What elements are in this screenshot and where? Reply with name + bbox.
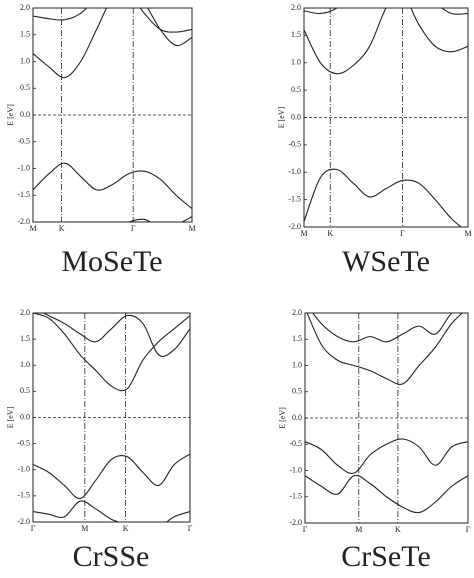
y-tick-label: 2.0 — [291, 3, 301, 12]
y-tick-label: -0.5 — [289, 439, 302, 448]
panel: -2.0 -1.5 -1.0 -0.5 0.0 0.5 1.0 1.5 2.0 M K Γ M E [eV… — [6, 3, 196, 278]
y-tick-label: 0.0 — [20, 412, 30, 421]
plot-frame — [303, 7, 469, 228]
band — [305, 438, 468, 474]
y-tick-label: -1.0 — [289, 465, 302, 474]
y-tick-label: -2.0 — [288, 222, 301, 231]
y-tick-label: 1.0 — [20, 360, 30, 369]
y-tick-label: -0.5 — [288, 140, 301, 149]
x-tick-label: Γ — [400, 229, 405, 238]
band — [305, 474, 468, 514]
band — [304, 168, 462, 227]
panel-title: WSeTe — [342, 245, 430, 278]
x-tick-label: K — [327, 229, 333, 238]
panel-title: CrSeTe — [341, 540, 431, 573]
y-tick-label: 2.0 — [20, 308, 30, 317]
y-tick-label: -1.5 — [288, 194, 301, 203]
x-tick-label: M — [29, 224, 36, 233]
x-tick-label: Γ — [303, 525, 308, 534]
y-tick-label: 0.0 — [291, 112, 301, 121]
y-tick-label: -1.5 — [17, 491, 30, 500]
band — [33, 8, 192, 33]
band — [312, 313, 453, 343]
x-tick-label: Γ — [188, 524, 193, 533]
y-tick-label: -1.5 — [289, 492, 302, 501]
y-tick-label: -0.5 — [17, 137, 30, 146]
panel: -2.0 -1.5 -1.0 -0.5 0.0 0.5 1.0 1.5 2.0 M K Γ M E [eV… — [277, 3, 472, 278]
y-tick-label: 1.0 — [291, 58, 301, 67]
y-tick-label: 1.5 — [20, 30, 30, 39]
y-tick-label: 1.5 — [20, 334, 30, 343]
band — [33, 162, 192, 210]
y-tick-label: -2.0 — [17, 517, 30, 526]
y-tick-label: 0.5 — [20, 386, 30, 395]
plot-frame — [32, 312, 191, 523]
x-tick-label: M — [188, 224, 195, 233]
y-tick-label: -2.0 — [289, 518, 302, 527]
band — [42, 313, 190, 357]
y-tick-label: -2.0 — [17, 217, 30, 226]
y-tick-label: -1.0 — [288, 167, 301, 176]
y-tick-label: 0.5 — [291, 85, 301, 94]
y-axis-label: E [eV] — [277, 106, 286, 128]
x-tick-label: Γ — [131, 224, 136, 233]
y-tick-label: -1.5 — [17, 190, 30, 199]
x-tick-label: Γ — [466, 525, 471, 534]
y-tick-label: 1.0 — [292, 360, 302, 369]
panel: -2.0 -1.5 -1.0 -0.5 0.0 0.5 1.0 1.5 2.0 Γ M K Γ E [eV… — [6, 308, 193, 573]
x-tick-label: M — [355, 525, 362, 534]
y-tick-label: 0.0 — [20, 110, 30, 119]
y-tick-label: -1.0 — [17, 163, 30, 172]
panel-title: MoSeTe — [61, 245, 162, 278]
band — [60, 216, 192, 222]
y-axis-label: E [eV] — [6, 104, 15, 126]
y-axis-label: E [eV] — [278, 407, 287, 429]
y-tick-label: 2.0 — [20, 3, 30, 12]
y-tick-label: -0.5 — [17, 438, 30, 447]
y-tick-label: 0.5 — [292, 387, 302, 396]
x-tick-label: K — [59, 224, 65, 233]
y-tick-label: 1.0 — [20, 56, 30, 65]
x-tick-label: K — [123, 524, 129, 533]
band — [33, 453, 190, 500]
x-tick-label: M — [81, 524, 88, 533]
band — [306, 313, 463, 385]
plot-frame — [304, 312, 469, 524]
y-axis-label: E [eV] — [6, 406, 15, 428]
y-tick-label: 0.5 — [20, 83, 30, 92]
plot-frame — [32, 7, 193, 223]
y-tick-label: 0.0 — [292, 413, 302, 422]
panel-title: CrSSe — [73, 540, 150, 573]
band — [304, 8, 468, 75]
band — [33, 313, 190, 392]
y-tick-label: 1.5 — [291, 30, 301, 39]
band — [304, 8, 468, 53]
y-tick-label: 1.5 — [292, 334, 302, 343]
band — [33, 500, 190, 522]
band — [33, 8, 192, 79]
y-tick-label: -1.0 — [17, 465, 30, 474]
x-tick-label: K — [395, 525, 401, 534]
y-tick-label: 2.0 — [292, 308, 302, 317]
x-tick-label: M — [300, 229, 307, 238]
panel: -2.0 -1.5 -1.0 -0.5 0.0 0.5 1.0 1.5 2.0 Γ M K Γ E [eV… — [278, 308, 471, 573]
x-tick-label: Γ — [31, 524, 36, 533]
x-tick-label: M — [464, 229, 471, 238]
